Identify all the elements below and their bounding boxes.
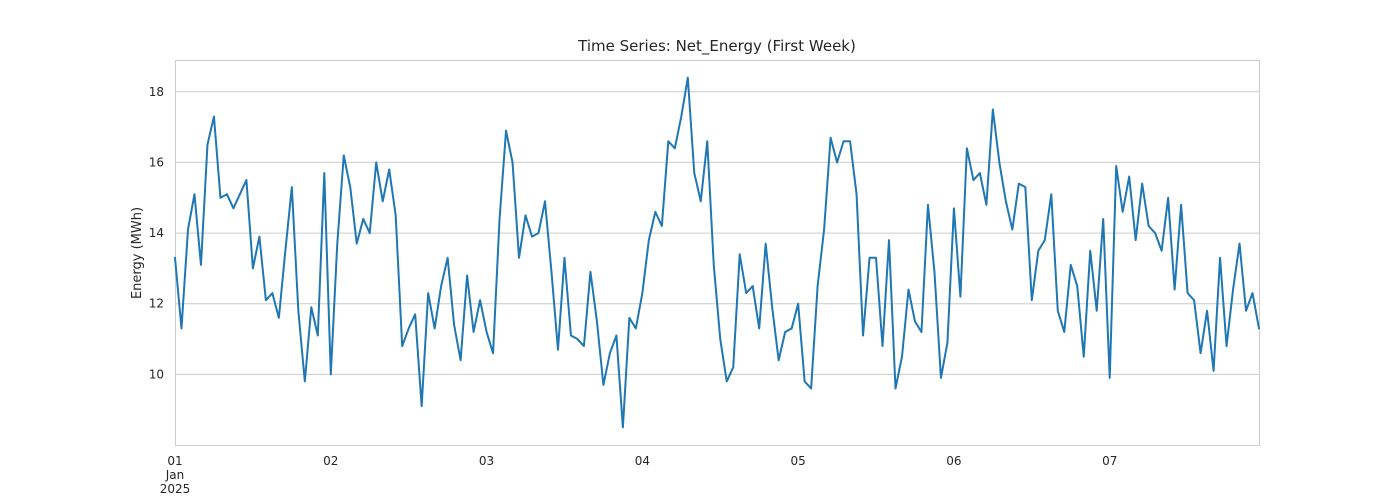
y-tick-label: 14 [149, 226, 164, 240]
y-axis-label: Energy (MWh) [130, 207, 145, 299]
x-tick-label: 01 Jan 2025 [160, 454, 191, 496]
x-tick-label: 03 [479, 454, 494, 468]
y-tick-label: 10 [149, 367, 164, 381]
chart-title: Time Series: Net_Energy (First Week) [577, 37, 856, 56]
y-tick-label: 18 [149, 85, 164, 99]
x-tick-label: 02 [323, 454, 338, 468]
x-tick-label: 05 [790, 454, 805, 468]
x-tick-label: 06 [946, 454, 961, 468]
series-layer [174, 76, 1260, 429]
x-axis-ticks: 01 Jan 2025 02 03 04 05 06 07 [160, 454, 1118, 496]
y-axis-ticks: 10 12 14 16 18 [149, 85, 164, 382]
plot-frame [175, 60, 1260, 446]
x-tick-label: 04 [635, 454, 650, 468]
y-tick-label: 12 [149, 297, 164, 311]
y-tick-label: 16 [149, 155, 164, 169]
x-tick-label: 07 [1102, 454, 1117, 468]
series-line-net-energy [174, 76, 1260, 429]
